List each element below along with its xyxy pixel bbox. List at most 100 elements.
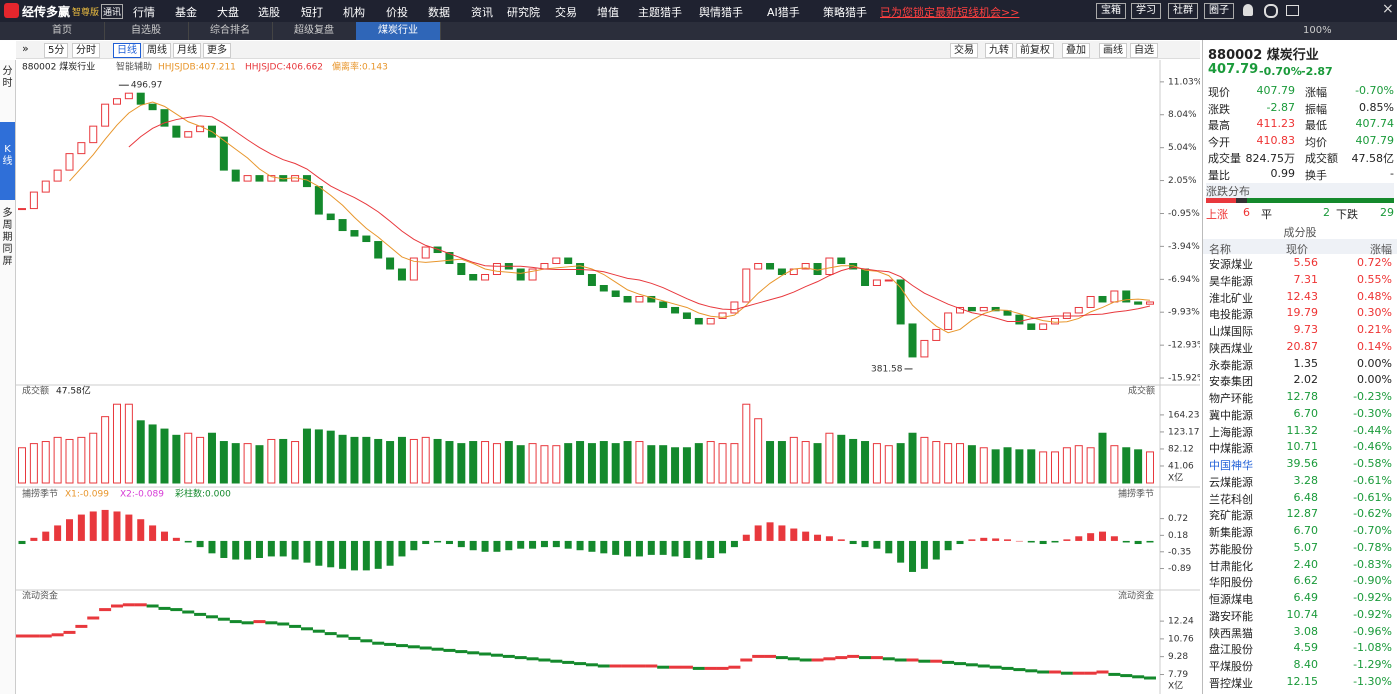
tool-button[interactable]: 交易 xyxy=(950,43,978,58)
side-tab[interactable]: 多周期同屏 xyxy=(2,208,13,267)
macd-bar xyxy=(362,540,370,571)
stock-price: 3.28 xyxy=(1293,473,1319,487)
settings-icon[interactable] xyxy=(1264,4,1278,18)
tool-button[interactable]: 画线 xyxy=(1099,43,1127,58)
menu-item[interactable]: 行情 xyxy=(133,6,155,19)
stock-name[interactable]: 淮北矿业 xyxy=(1209,291,1253,305)
stock-name[interactable]: 上海能源 xyxy=(1209,425,1253,439)
stock-name[interactable]: 陕西煤业 xyxy=(1209,341,1253,355)
edition: 智尊版 xyxy=(72,8,100,18)
stock-price: 12.15 xyxy=(1286,675,1319,688)
menu-item[interactable]: 机构 xyxy=(343,6,365,19)
stock-name[interactable]: 新集能源 xyxy=(1209,526,1253,540)
volume-bar xyxy=(1134,449,1143,484)
close-icon[interactable]: × xyxy=(1382,1,1394,17)
low-label: 381.58 xyxy=(871,364,903,374)
stock-name[interactable]: 山煤国际 xyxy=(1209,325,1253,339)
side-tab[interactable]: K线 xyxy=(0,122,15,200)
stock-name[interactable]: 苏能股份 xyxy=(1209,542,1253,556)
period-button[interactable]: 5分 xyxy=(44,43,69,58)
stock-name[interactable]: 潞安环能 xyxy=(1209,609,1253,623)
menu-item[interactable]: 主题猎手 xyxy=(638,6,682,19)
stock-name[interactable]: 平煤股份 xyxy=(1209,660,1253,674)
dist-value: 6 xyxy=(1243,206,1250,219)
tab[interactable]: 综合排名 xyxy=(188,22,273,40)
tool-button[interactable]: 叠加 xyxy=(1062,43,1090,58)
stock-name[interactable]: 兖矿能源 xyxy=(1209,509,1253,523)
tool-button[interactable]: 自选 xyxy=(1130,43,1158,58)
flow-step xyxy=(609,664,622,668)
flow-step xyxy=(146,604,159,608)
menu-item[interactable]: AI猎手 xyxy=(767,6,800,19)
window-icon[interactable] xyxy=(1286,5,1299,16)
stock-name[interactable]: 中煤能源 xyxy=(1209,442,1253,456)
tab[interactable]: 超级复盘 xyxy=(272,22,357,40)
menu-item[interactable]: 交易 xyxy=(555,6,577,19)
menu-item[interactable]: 增值 xyxy=(597,6,619,19)
promo[interactable]: 已为您锁定最新短线机会>> xyxy=(880,6,1020,19)
stock-pct: 0.00% xyxy=(1357,356,1392,370)
side-tab[interactable]: 分时 xyxy=(2,66,13,89)
tab[interactable]: 自选股 xyxy=(104,22,189,40)
tab-bar: 100% xyxy=(0,22,1397,40)
macd-bar xyxy=(766,522,774,541)
tool-button[interactable]: 九转 xyxy=(985,43,1013,58)
period-button[interactable]: 月线 xyxy=(173,43,201,58)
candle xyxy=(801,263,810,270)
tab[interactable]: 首页 xyxy=(20,22,105,40)
period-button[interactable]: 周线 xyxy=(143,43,171,58)
volume-bar xyxy=(789,436,798,484)
period-button[interactable]: 日线 xyxy=(113,43,141,58)
menu-item[interactable]: 数据 xyxy=(428,6,450,19)
candle xyxy=(1098,295,1107,303)
menu-button[interactable]: 社群 xyxy=(1168,3,1198,19)
menu-item[interactable]: 选股 xyxy=(258,6,280,19)
stock-name[interactable]: 陕西黑猫 xyxy=(1209,626,1253,640)
stock-name[interactable]: 甘肃能化 xyxy=(1209,559,1253,573)
user-icon[interactable] xyxy=(1243,4,1253,16)
stock-name[interactable]: 云煤能源 xyxy=(1209,475,1253,489)
menu-item[interactable]: 舆情猎手 xyxy=(699,6,743,19)
indicator: HHJSJDC:406.662 xyxy=(245,63,323,73)
stock-name[interactable]: 昊华能源 xyxy=(1209,274,1253,288)
flow-step xyxy=(51,633,64,637)
menu-button[interactable]: 圈子 xyxy=(1204,3,1234,19)
menu-item[interactable]: 研究院 xyxy=(507,6,540,19)
flow-step xyxy=(633,664,646,668)
stock-name[interactable]: 物产环能 xyxy=(1209,392,1253,406)
stock-price: 7.31 xyxy=(1293,272,1319,286)
menu-item[interactable]: 价投 xyxy=(386,6,408,19)
macd-bar xyxy=(113,511,121,541)
collapse[interactable]: » xyxy=(22,42,29,55)
stock-name[interactable]: 晋控煤业 xyxy=(1209,677,1253,690)
macd-bar xyxy=(992,538,1000,541)
macd-bar xyxy=(1051,540,1059,543)
macd-bar xyxy=(327,540,335,568)
stock-name[interactable]: 中国神华 xyxy=(1209,459,1253,473)
period-button[interactable]: 更多 xyxy=(203,43,231,58)
stock-name[interactable]: 永泰能源 xyxy=(1209,358,1253,372)
tab[interactable]: 煤炭行业 xyxy=(356,22,441,40)
stock-name[interactable]: 安泰集团 xyxy=(1209,375,1253,389)
unit-label: X亿 xyxy=(1168,680,1183,692)
period-button[interactable]: 分时 xyxy=(72,43,100,58)
stock-name[interactable]: 电投能源 xyxy=(1209,308,1253,322)
stock-name[interactable]: 恒源煤电 xyxy=(1209,593,1253,607)
menu-button[interactable]: 宝箱 xyxy=(1096,3,1126,19)
candle xyxy=(944,312,953,330)
quote-price: 407.79 xyxy=(1208,62,1259,77)
stock-name[interactable]: 安源煤业 xyxy=(1209,258,1253,271)
stock-name[interactable]: 兰花科创 xyxy=(1209,492,1253,506)
menu-item[interactable]: 大盘 xyxy=(217,6,239,19)
menu-button[interactable]: 学习 xyxy=(1131,3,1161,19)
stock-name[interactable]: 华阳股份 xyxy=(1209,576,1253,590)
menu-item[interactable]: 短打 xyxy=(301,6,323,19)
menu-item[interactable]: 基金 xyxy=(175,6,197,19)
flow-step xyxy=(27,634,40,638)
menu-item[interactable]: 策略猎手 xyxy=(823,6,867,19)
quote-value: 411.23 xyxy=(1256,117,1296,130)
tool-button[interactable]: 前复权 xyxy=(1016,43,1054,58)
menu-item[interactable]: 资讯 xyxy=(471,6,493,19)
stock-name[interactable]: 盘江股份 xyxy=(1209,643,1253,657)
stock-name[interactable]: 冀中能源 xyxy=(1209,408,1253,422)
